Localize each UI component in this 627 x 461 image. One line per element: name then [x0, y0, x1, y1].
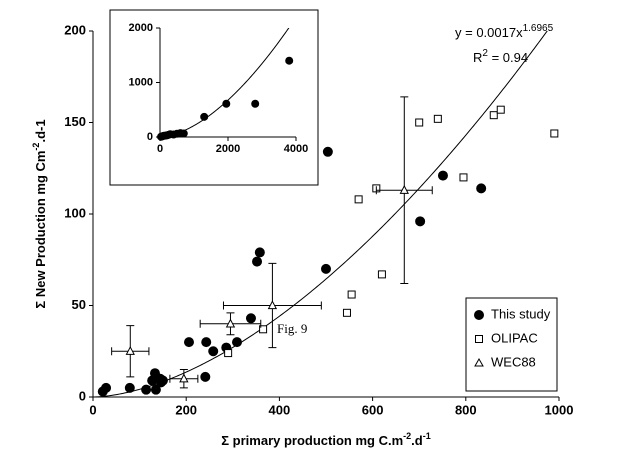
point [377, 270, 386, 279]
y-tick-label: 150 [64, 114, 86, 129]
point [101, 382, 112, 393]
legend-marker [474, 357, 484, 367]
point [415, 216, 426, 227]
point [225, 318, 236, 328]
point [179, 129, 188, 138]
y-tick-label: 1000 [129, 76, 153, 88]
r2-text: = 0.94 [488, 50, 528, 65]
point [125, 345, 135, 355]
point [201, 337, 212, 348]
fit-exponent: 1.6965 [523, 23, 554, 34]
fit-r2: R2 = 0.94 [473, 48, 528, 66]
point [252, 256, 263, 267]
legend-marker [475, 335, 483, 343]
x-tick-label: 1000 [545, 402, 574, 417]
annotation: Fig. 9 [277, 321, 307, 336]
y-axis-label: Σ New Production mg Cm-2.d-1 [31, 119, 48, 308]
label-text: Σ New Production mg Cm [33, 151, 48, 309]
point [124, 382, 135, 393]
point [347, 290, 356, 299]
point [322, 146, 333, 157]
x-tick-label: 0 [89, 402, 96, 417]
fit-equation-text: y = 0.0017x [455, 25, 523, 40]
point [285, 56, 294, 65]
point [399, 184, 409, 194]
point [437, 170, 448, 181]
point [179, 373, 189, 383]
legend-label: OLIPAC [491, 330, 538, 345]
y-tick-label: 100 [64, 205, 86, 220]
point [459, 173, 468, 182]
point [200, 371, 211, 382]
x-tick-label: 600 [362, 402, 384, 417]
x-tick-label: 4000 [284, 143, 308, 155]
inset-frame [109, 9, 319, 186]
point [321, 263, 331, 274]
y-tick-label: 0 [79, 388, 86, 403]
point [489, 111, 498, 120]
y-tick-label: 200 [64, 22, 86, 37]
point [251, 99, 260, 108]
point [141, 384, 152, 395]
x-tick-label: 2000 [216, 143, 240, 155]
legend-label: WEC88 [491, 354, 536, 369]
y-tick-label: 0 [147, 131, 153, 143]
y-tick-label: 2000 [129, 22, 153, 34]
point [433, 114, 442, 123]
point [342, 308, 351, 317]
r2-power: 2 [482, 48, 488, 59]
x-tick-label: 400 [269, 402, 291, 417]
label-superscript: -2 [403, 431, 411, 441]
point [254, 247, 265, 258]
point [150, 384, 161, 395]
x-tick-label: 0 [157, 143, 163, 155]
point [183, 337, 194, 348]
legend-marker [474, 310, 484, 320]
x-axis-label: Σ primary production mg C.m-2.d-1 [221, 431, 430, 448]
label-superscript: -2 [31, 143, 41, 151]
point [245, 313, 256, 324]
label-text: .d [411, 433, 423, 448]
label-text: Σ primary production mg C.m [221, 433, 403, 448]
point [550, 129, 559, 138]
point [476, 183, 487, 194]
point [415, 118, 424, 127]
x-tick-label: 800 [455, 402, 477, 417]
label-text: .d-1 [33, 119, 48, 142]
point [157, 375, 168, 386]
point [222, 99, 231, 108]
point [208, 346, 219, 357]
point [224, 349, 233, 358]
point [354, 195, 363, 204]
point [496, 105, 505, 114]
point [200, 112, 209, 121]
point [267, 300, 278, 310]
point [231, 337, 242, 348]
fit-equation: y = 0.0017x1.6965 [455, 23, 554, 41]
y-tick-label: 50 [72, 297, 86, 312]
legend-label: This study [491, 306, 551, 321]
x-tick-label: 200 [175, 402, 197, 417]
label-superscript: -1 [423, 431, 431, 441]
point [259, 325, 268, 334]
r2-symbol: R [473, 50, 482, 65]
